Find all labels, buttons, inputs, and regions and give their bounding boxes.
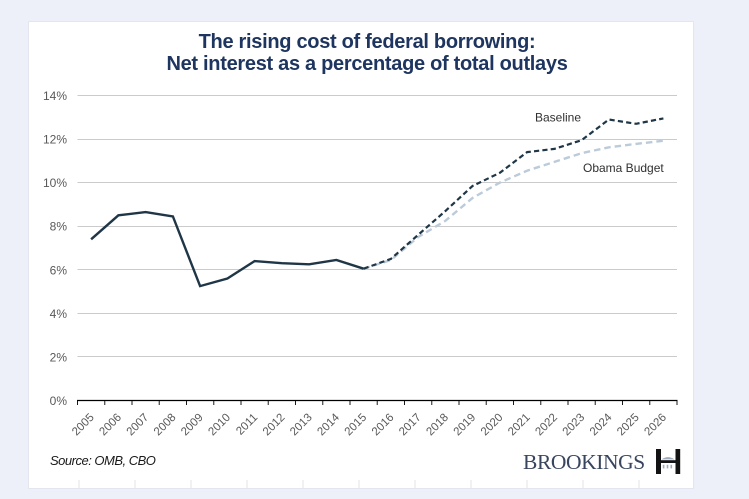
svg-text:2018: 2018 (424, 412, 451, 439)
svg-text:12%: 12% (43, 133, 67, 147)
svg-text:2021: 2021 (506, 412, 533, 439)
svg-text:2020: 2020 (479, 412, 506, 439)
svg-text:10%: 10% (43, 176, 67, 190)
svg-text:2011: 2011 (234, 412, 260, 438)
svg-text:2022: 2022 (533, 412, 560, 439)
svg-text:6%: 6% (50, 263, 68, 277)
svg-text:4%: 4% (50, 307, 68, 321)
svg-text:2%: 2% (50, 350, 68, 364)
svg-text:2025: 2025 (615, 412, 642, 439)
svg-text:2008: 2008 (152, 412, 179, 439)
svg-text:2014: 2014 (315, 411, 342, 438)
svg-text:2015: 2015 (343, 412, 370, 439)
svg-text:0%: 0% (50, 394, 68, 408)
svg-text:Baseline: Baseline (535, 111, 581, 125)
svg-text:14%: 14% (43, 89, 67, 103)
svg-text:2009: 2009 (179, 412, 206, 439)
svg-text:2013: 2013 (288, 412, 315, 439)
svg-text:2006: 2006 (97, 412, 124, 439)
svg-text:2012: 2012 (261, 412, 288, 439)
svg-text:2016: 2016 (370, 412, 397, 439)
svg-text:8%: 8% (50, 220, 68, 234)
svg-text:2017: 2017 (397, 412, 424, 439)
svg-text:2010: 2010 (206, 412, 233, 439)
svg-text:2019: 2019 (452, 412, 479, 439)
svg-text:2007: 2007 (125, 412, 152, 439)
svg-text:Obama Budget: Obama Budget (583, 161, 664, 175)
svg-text:2024: 2024 (588, 411, 615, 438)
svg-text:2005: 2005 (70, 412, 97, 439)
svg-text:2026: 2026 (642, 412, 669, 439)
svg-text:2023: 2023 (561, 412, 588, 439)
